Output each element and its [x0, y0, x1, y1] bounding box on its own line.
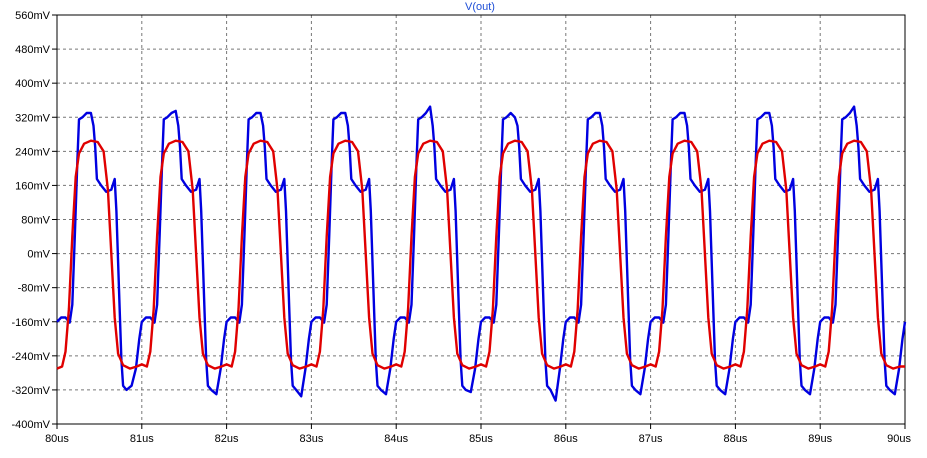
x-tick-label: 87us: [639, 433, 663, 445]
y-tick-label: 160mV: [15, 180, 51, 192]
y-tick-label: 240mV: [15, 146, 51, 158]
y-tick-label: -320mV: [11, 385, 50, 397]
y-tick-label: 0mV: [27, 249, 50, 261]
x-tick-label: 88us: [723, 433, 747, 445]
x-tick-label: 86us: [554, 433, 578, 445]
chart-title: V(out): [465, 1, 495, 13]
grid: [57, 15, 905, 424]
y-tick-label: 480mV: [15, 44, 51, 56]
y-tick-label: 400mV: [15, 78, 51, 90]
y-axis: 560mV 480mV 400mV 320mV 240mV 160mV 80mV 0mV -80…: [11, 10, 57, 431]
series-group: [56, 105, 907, 402]
x-tick-label: 90us: [887, 433, 911, 445]
x-tick-label: 83us: [299, 433, 323, 445]
y-tick-label: -400mV: [11, 419, 50, 431]
x-tick-label: 85us: [469, 433, 493, 445]
series-line-red: [56, 139, 905, 370]
x-tick-label: 81us: [130, 433, 154, 445]
x-tick-label: 80us: [45, 433, 69, 445]
x-axis: 80us 81us 82us 83us 84us 85us 86us 87us 88us 89us…: [45, 424, 911, 445]
y-tick-label: 320mV: [15, 112, 51, 124]
y-tick-label: -80mV: [18, 283, 51, 295]
series-line-blue: [56, 105, 907, 402]
y-tick-label: 80mV: [21, 215, 50, 227]
y-tick-label: 560mV: [15, 10, 51, 22]
x-tick-label: 89us: [808, 433, 832, 445]
y-tick-label: -240mV: [11, 351, 50, 363]
x-tick-label: 82us: [215, 433, 239, 445]
x-tick-label: 84us: [384, 433, 408, 445]
y-tick-label: -160mV: [11, 317, 50, 329]
